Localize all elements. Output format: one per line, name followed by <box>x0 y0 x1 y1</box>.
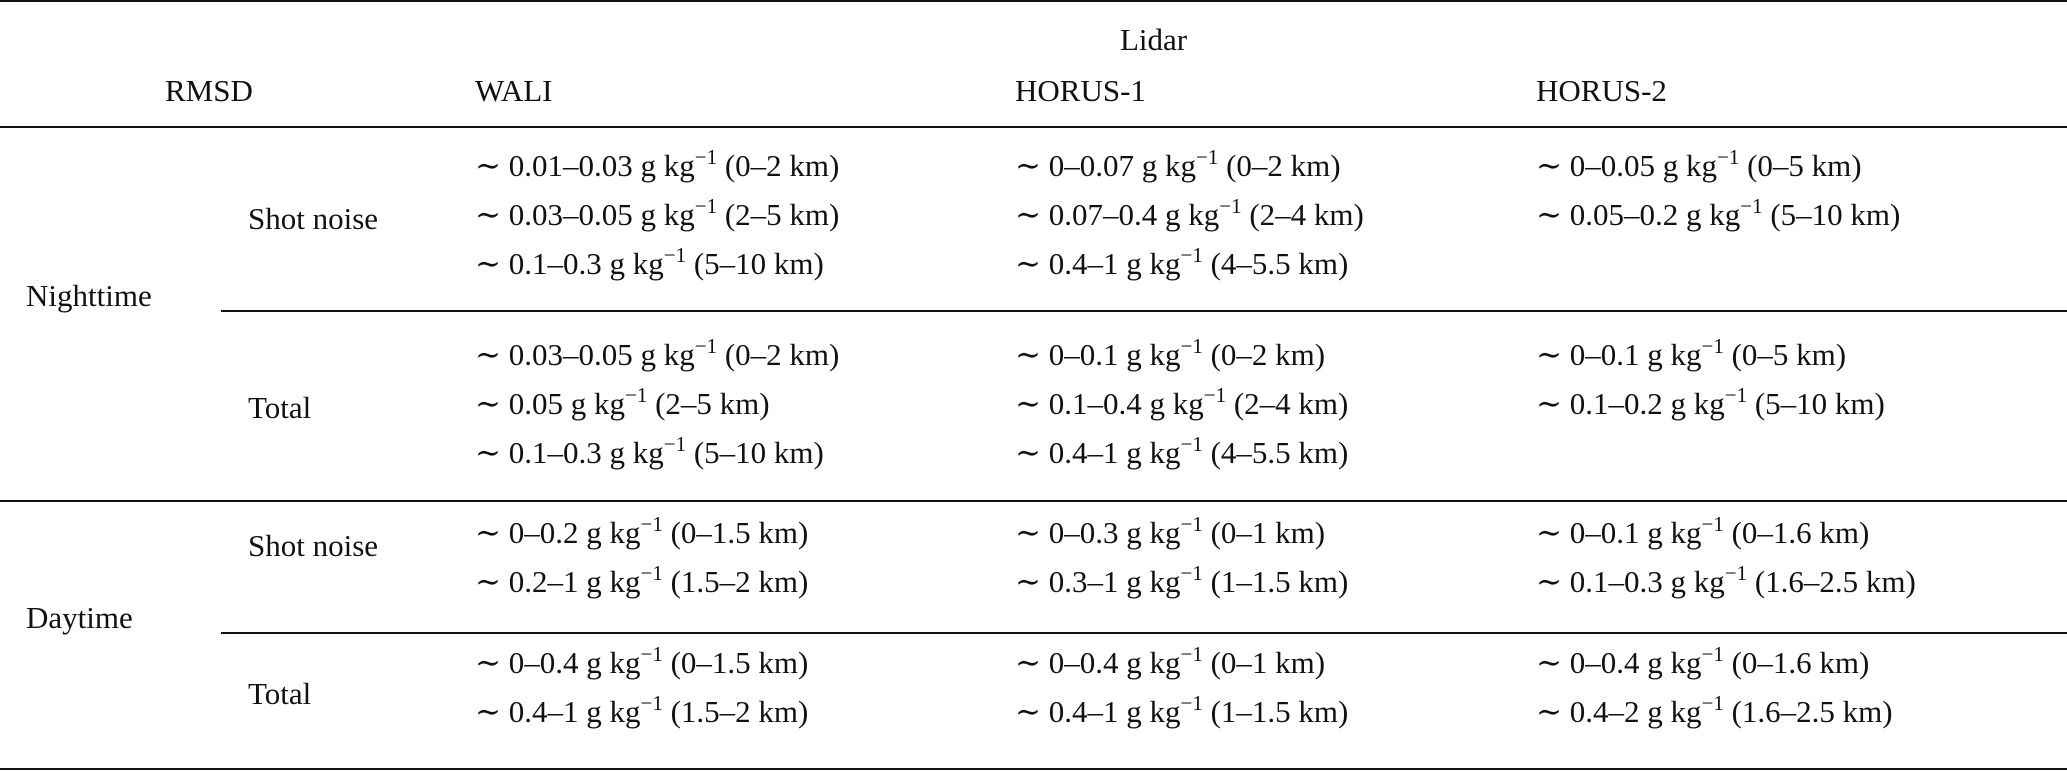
cell-line: ∼ 0.1–0.4 g kg−1 (2–4 km) <box>1015 383 1349 421</box>
table-cell: ∼ 0–0.4 g kg−1 (0–1.6 km) ∼ 0.4–2 g kg−1 … <box>1536 642 1893 745</box>
header-rule <box>0 126 2067 128</box>
cell-line: ∼ 0.07–0.4 g kg−1 (2–4 km) <box>1015 194 1364 232</box>
cell-line: ∼ 0.4–1 g kg−1 (4–5.5 km) <box>1015 243 1349 281</box>
cell-line: ∼ 0–0.2 g kg−1 (0–1.5 km) <box>475 512 809 550</box>
cell-line: ∼ 0–0.4 g kg−1 (0–1.6 km) <box>1536 642 1870 680</box>
cell-line: ∼ 0.4–2 g kg−1 (1.6–2.5 km) <box>1536 691 1893 729</box>
bottom-rule <box>0 768 2067 770</box>
table-cell: ∼ 0–0.07 g kg−1 (0–2 km) ∼ 0.07–0.4 g kg−… <box>1015 145 1364 297</box>
table-cell: ∼ 0–0.05 g kg−1 (0–5 km) ∼ 0.05–0.2 g kg−… <box>1536 145 1901 248</box>
column-header-horus-2: HORUS-2 <box>1536 73 1667 108</box>
cell-line: ∼ 0.4–1 g kg−1 (1–1.5 km) <box>1015 691 1349 729</box>
cell-line: ∼ 0.3–1 g kg−1 (1–1.5 km) <box>1015 561 1349 599</box>
cell-line: ∼ 0.05 g kg−1 (2–5 km) <box>475 383 770 421</box>
cell-line: ∼ 0.1–0.3 g kg−1 (5–10 km) <box>475 243 824 281</box>
cell-line: ∼ 0.1–0.3 g kg−1 (5–10 km) <box>475 432 824 470</box>
cell-line: ∼ 0–0.1 g kg−1 (0–1.6 km) <box>1536 512 1870 550</box>
period-separator-rule <box>0 500 2067 502</box>
table-cell: ∼ 0.01–0.03 g kg−1 (0–2 km) ∼ 0.03–0.05 g… <box>475 145 840 297</box>
sublabel-shot-noise: Shot noise <box>248 528 379 563</box>
cell-line: ∼ 0–0.1 g kg−1 (0–5 km) <box>1536 334 1847 372</box>
lidar-group-header: Lidar <box>1120 22 1188 57</box>
sublabel-total: Total <box>248 676 312 711</box>
cell-line: ∼ 0.4–1 g kg−1 (1.5–2 km) <box>475 691 809 729</box>
sublabel-shot-noise: Shot noise <box>248 201 379 236</box>
table-cell: ∼ 0–0.4 g kg−1 (0–1.5 km) ∼ 0.4–1 g kg−1 … <box>475 642 809 745</box>
cell-line: ∼ 0.01–0.03 g kg−1 (0–2 km) <box>475 145 840 183</box>
table-cell: ∼ 0–0.4 g kg−1 (0–1 km) ∼ 0.4–1 g kg−1 (1… <box>1015 642 1349 745</box>
table-cell: ∼ 0.03–0.05 g kg−1 (0–2 km) ∼ 0.05 g kg−1… <box>475 334 840 486</box>
cell-line: ∼ 0–0.1 g kg−1 (0–2 km) <box>1015 334 1326 372</box>
table-cell: ∼ 0–0.1 g kg−1 (0–5 km) ∼ 0.1–0.2 g kg−1 … <box>1536 334 1885 437</box>
cell-line: ∼ 0.05–0.2 g kg−1 (5–10 km) <box>1536 194 1901 232</box>
cell-line: ∼ 0.4–1 g kg−1 (4–5.5 km) <box>1015 432 1349 470</box>
cell-line: ∼ 0–0.05 g kg−1 (0–5 km) <box>1536 145 1862 183</box>
table-cell: ∼ 0–0.3 g kg−1 (0–1 km) ∼ 0.3–1 g kg−1 (1… <box>1015 512 1349 615</box>
cell-line: ∼ 0.03–0.05 g kg−1 (0–2 km) <box>475 334 840 372</box>
cell-line: ∼ 0–0.3 g kg−1 (0–1 km) <box>1015 512 1326 550</box>
rmsd-header: RMSD <box>165 73 253 108</box>
cell-line: ∼ 0–0.4 g kg−1 (0–1.5 km) <box>475 642 809 680</box>
cell-line: ∼ 0–0.07 g kg−1 (0–2 km) <box>1015 145 1341 183</box>
cell-line: ∼ 0.1–0.3 g kg−1 (1.6–2.5 km) <box>1536 561 1916 599</box>
cell-line: ∼ 0.1–0.2 g kg−1 (5–10 km) <box>1536 383 1885 421</box>
period-label-nighttime: Nighttime <box>26 278 152 313</box>
table-cell: ∼ 0–0.1 g kg−1 (0–1.6 km) ∼ 0.1–0.3 g kg−… <box>1536 512 1916 615</box>
column-header-wali: WALI <box>475 73 553 108</box>
subrow-rule-nighttime <box>221 310 2067 312</box>
subrow-rule-daytime <box>221 632 2067 634</box>
cell-line: ∼ 0.2–1 g kg−1 (1.5–2 km) <box>475 561 809 599</box>
table-cell: ∼ 0–0.1 g kg−1 (0–2 km) ∼ 0.1–0.4 g kg−1 … <box>1015 334 1349 486</box>
period-label-daytime: Daytime <box>26 600 133 635</box>
cell-line: ∼ 0.03–0.05 g kg−1 (2–5 km) <box>475 194 840 232</box>
table-cell: ∼ 0–0.2 g kg−1 (0–1.5 km) ∼ 0.2–1 g kg−1 … <box>475 512 809 615</box>
cell-line: ∼ 0–0.4 g kg−1 (0–1 km) <box>1015 642 1326 680</box>
sublabel-total: Total <box>248 390 312 425</box>
column-header-horus-1: HORUS-1 <box>1015 73 1146 108</box>
top-rule <box>0 0 2067 2</box>
